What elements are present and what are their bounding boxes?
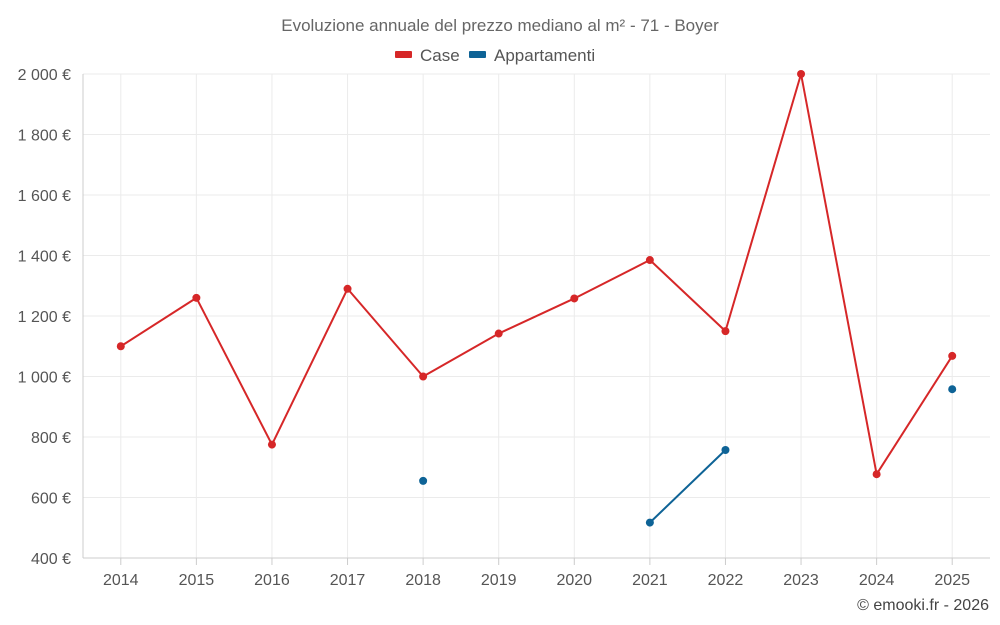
x-tick-label: 2016 <box>254 572 290 589</box>
x-tick-label: 2023 <box>783 572 819 589</box>
legend: Case Appartamenti <box>395 46 595 65</box>
data-point-case[interactable] <box>721 327 730 336</box>
x-tick-label: 2018 <box>405 572 441 589</box>
legend-label-case: Case <box>420 46 460 65</box>
y-tick-label: 600 € <box>31 491 71 508</box>
data-point-case[interactable] <box>797 70 806 78</box>
x-tick-label: 2022 <box>708 572 744 589</box>
y-axis-labels: 400 € 600 € 800 € 1 000 € 1 200 € 1 400 € 1 60… <box>18 67 71 568</box>
data-point-appartamenti[interactable] <box>419 476 428 485</box>
y-tick-label: 400 € <box>31 551 71 568</box>
data-point-case[interactable] <box>494 329 503 338</box>
x-tick-label: 2024 <box>859 572 895 589</box>
data-point-appartamenti[interactable] <box>645 518 654 527</box>
data-point-case[interactable] <box>570 294 579 303</box>
y-tick-label: 1 000 € <box>18 370 71 387</box>
y-tick-label: 1 200 € <box>18 309 71 326</box>
data-point-case[interactable] <box>267 440 276 449</box>
x-tick-label: 2017 <box>330 572 366 589</box>
series-line-case <box>120 73 954 476</box>
axes <box>82 74 990 565</box>
series <box>116 70 957 527</box>
x-tick-label: 2020 <box>556 572 592 589</box>
data-point-appartamenti[interactable] <box>721 446 730 455</box>
y-tick-label: 800 € <box>31 430 71 447</box>
y-tick-label: 2 000 € <box>18 67 71 84</box>
x-tick-label: 2019 <box>481 572 517 589</box>
y-tick-label: 1 600 € <box>18 188 71 205</box>
data-point-case[interactable] <box>343 284 352 293</box>
legend-swatch-appartamenti <box>469 51 486 58</box>
legend-item-case[interactable]: Case <box>395 46 460 65</box>
legend-swatch-case <box>395 51 412 58</box>
x-tick-label: 2015 <box>179 572 215 589</box>
x-tick-label: 2021 <box>632 572 668 589</box>
x-tick-label: 2025 <box>934 572 970 589</box>
grid <box>83 73 990 558</box>
credit: © emooki.fr - 2026 <box>857 597 989 614</box>
series-line-appartamenti <box>649 449 727 524</box>
legend-item-appartamenti[interactable]: Appartamenti <box>469 46 595 65</box>
legend-label-appartamenti: Appartamenti <box>494 46 595 65</box>
data-point-case[interactable] <box>192 293 201 302</box>
data-point-appartamenti[interactable] <box>948 385 957 394</box>
y-tick-label: 1 800 € <box>18 128 71 145</box>
data-point-case[interactable] <box>116 342 125 351</box>
data-point-case[interactable] <box>645 256 654 265</box>
x-axis-labels: 2014 2015 2016 2017 2018 2019 2020 2021 2022 2023… <box>103 572 970 589</box>
y-tick-label: 1 400 € <box>18 249 71 266</box>
data-point-case[interactable] <box>872 470 881 479</box>
data-point-case[interactable] <box>948 351 957 360</box>
x-tick-label: 2014 <box>103 572 139 589</box>
data-point-case[interactable] <box>419 372 428 381</box>
chart-title: Evoluzione annuale del prezzo mediano al… <box>281 16 719 35</box>
